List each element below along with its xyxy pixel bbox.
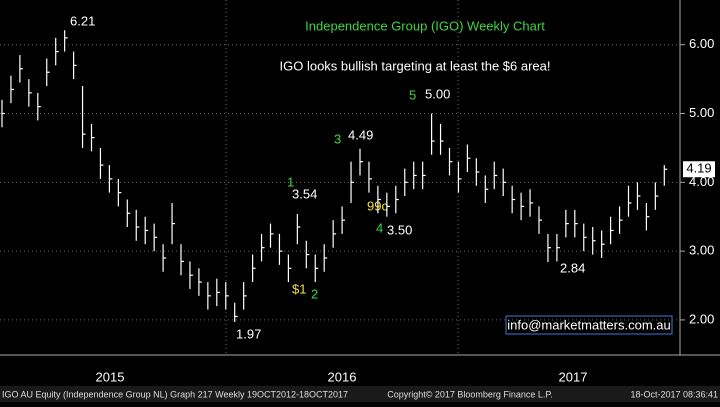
annotation: 4.49 [348,127,373,142]
footer-bg [0,386,720,402]
chart-title: Independence Group (IGO) Weekly Chart [305,18,545,33]
last-price-label: 4.19 [686,161,711,176]
x-tick-label: 2017 [559,369,588,384]
annotation: 5.00 [425,86,450,101]
annotation: 3 [334,131,341,146]
annotation: 2 [311,286,318,301]
footer-left: IGO AU Equity (Independence Group NL) Gr… [2,389,348,399]
annotation: 5 [409,87,416,102]
annotation: 2.84 [560,260,585,275]
y-tick-label: 6.00 [689,36,714,51]
annotation: 6.21 [70,13,95,28]
annotation: 1.97 [236,326,261,341]
footer-center: Copyright© 2017 Bloomberg Finance L.P. [387,389,553,399]
x-tick-label: 2015 [96,369,125,384]
annotation: $1 [292,281,306,296]
footer-right: 18-Oct-2017 08:36:41 [630,389,718,399]
annotation: 1 [287,174,294,189]
y-tick-label: 4.00 [689,174,714,189]
watermark-box [505,315,673,335]
annotation: 4 [376,220,383,235]
y-tick-label: 5.00 [689,105,714,120]
y-tick-label: 3.00 [689,243,714,258]
watermark: info@marketmatters.com.au [507,317,670,332]
x-tick-label: 2016 [328,369,357,384]
y-tick-label: 2.00 [689,311,714,326]
chart-subtitle: IGO looks bullish targeting at least the… [280,58,551,73]
last-price-box [683,161,715,178]
annotation: 3.54 [292,186,317,201]
annotation: 3.50 [387,222,412,237]
